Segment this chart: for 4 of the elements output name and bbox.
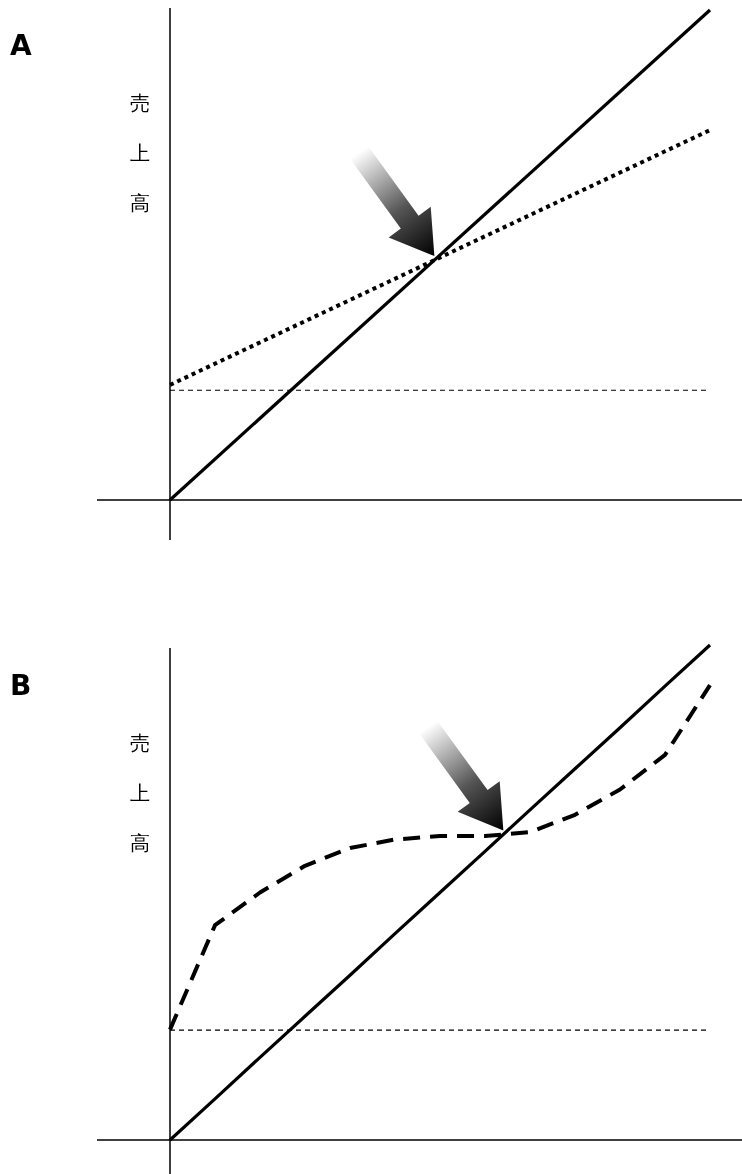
text: A xyxy=(10,29,32,62)
text: 売上高 xyxy=(130,731,150,855)
text: 売上高 xyxy=(130,91,150,215)
text: B xyxy=(10,669,32,702)
